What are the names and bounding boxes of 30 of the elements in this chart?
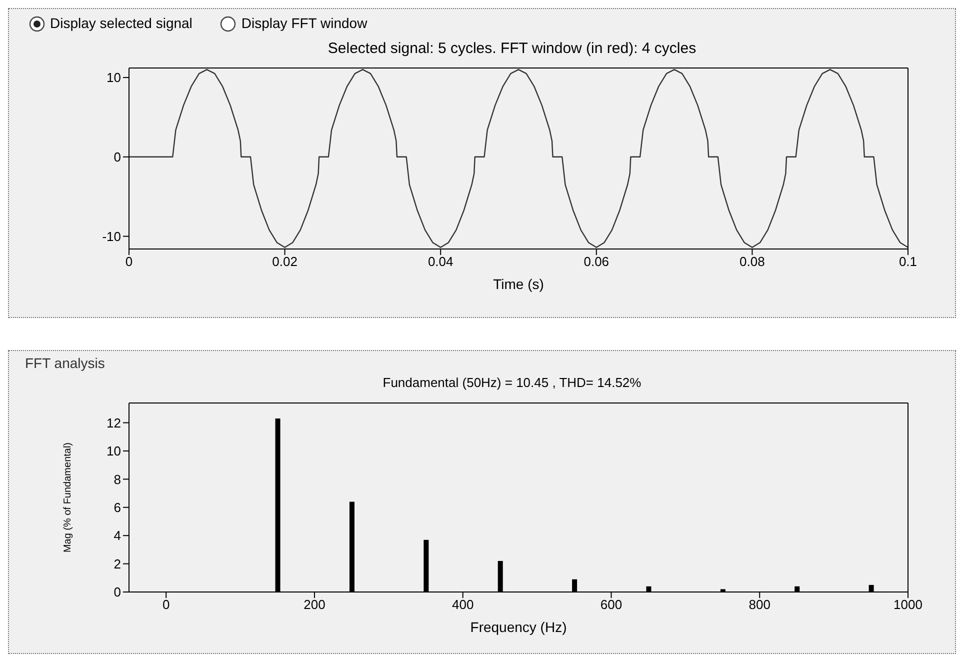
y-tick-label: 10: [106, 444, 121, 459]
text: Display selected signal: [50, 15, 192, 31]
x-tick-label: 400: [452, 597, 474, 612]
x-tick-label: 0: [162, 597, 170, 612]
y-tick-label: 6: [114, 500, 121, 515]
x-tick-label: 0.1: [898, 254, 918, 270]
y-tick-label: 0: [114, 150, 121, 165]
x-tick-label: 0.04: [428, 254, 454, 270]
x-axis-title: Frequency (Hz): [470, 619, 567, 635]
y-tick-label: 12: [106, 415, 121, 430]
y-tick-label: 10: [106, 70, 121, 86]
chart-title: Fundamental (50Hz) = 10.45 , THD= 14.52%: [382, 375, 642, 390]
x-tick-label: 0.02: [272, 254, 298, 270]
x-tick-label: 1000: [894, 597, 922, 612]
y-tick-label: 2: [114, 556, 121, 572]
x-tick-label: 0.06: [584, 254, 610, 270]
x-tick-label: 600: [600, 597, 622, 612]
x-tick-label: 200: [304, 597, 326, 612]
text: FFT analysis: [25, 355, 106, 371]
x-tick-label: 800: [748, 597, 770, 612]
x-tick-label: 0.08: [740, 254, 765, 270]
text: Display FFT window: [241, 15, 368, 31]
y-axis-title: Mag (% of Fundamental): [62, 442, 74, 553]
y-tick-label: -10: [102, 229, 121, 244]
y-tick-label: 8: [114, 472, 121, 487]
y-tick-label: 0: [114, 584, 121, 600]
x-axis-title: Time (s): [493, 276, 544, 292]
chart-title: Selected signal: 5 cycles. FFT window (in red): 4 cycles: [326, 40, 698, 58]
y-tick-label: 4: [114, 528, 121, 544]
x-tick-label: 0: [125, 254, 133, 270]
